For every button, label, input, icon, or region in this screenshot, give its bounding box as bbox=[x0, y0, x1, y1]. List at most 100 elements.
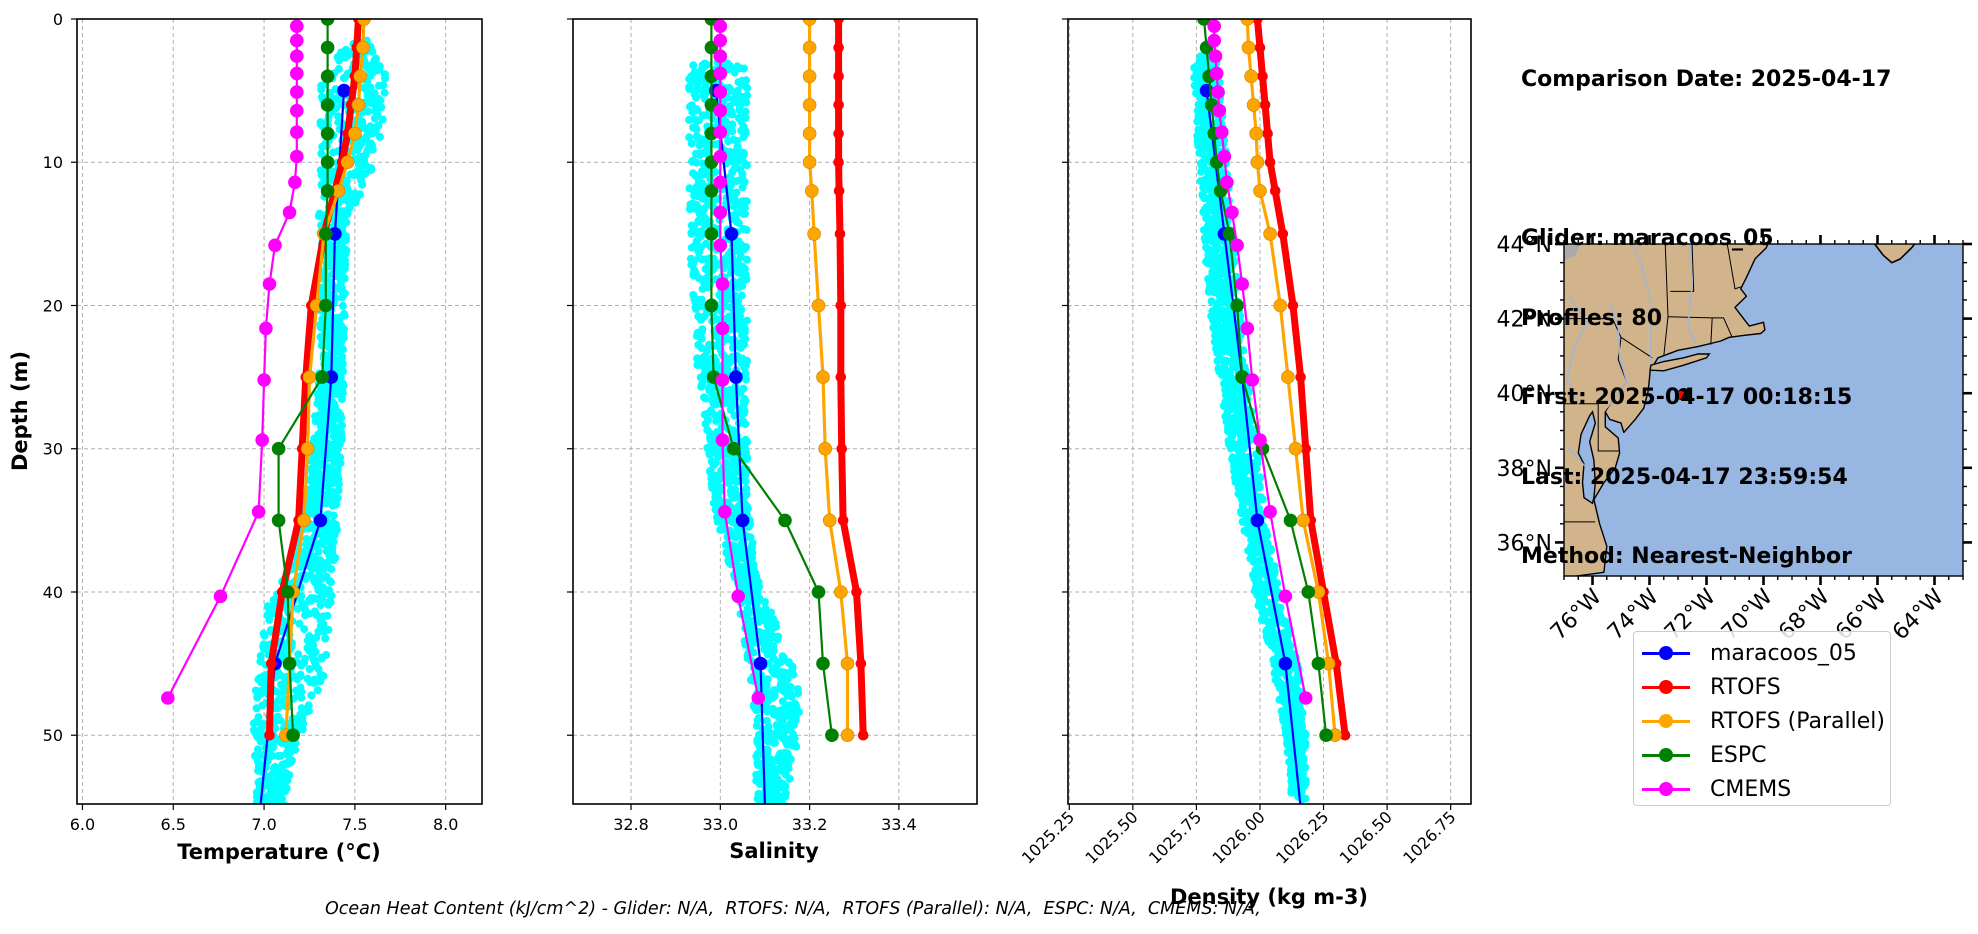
scatter-point bbox=[1258, 495, 1267, 504]
scatter-point bbox=[785, 774, 794, 783]
scatter-point bbox=[316, 118, 325, 127]
scatter-point bbox=[369, 96, 377, 105]
map-y-tick-label: 36°N bbox=[1497, 531, 1552, 556]
scatter-point bbox=[732, 209, 741, 218]
scatter-point bbox=[726, 121, 735, 129]
data-point-glider bbox=[753, 656, 768, 671]
scatter-point bbox=[748, 553, 756, 562]
scatter-point bbox=[720, 117, 729, 126]
scatter-point bbox=[691, 170, 699, 179]
data-point-espc bbox=[726, 441, 741, 456]
data-point-espc bbox=[825, 728, 839, 743]
scatter-point bbox=[773, 660, 782, 669]
scatter-point bbox=[786, 725, 795, 734]
model-location-marker bbox=[1675, 390, 1686, 400]
river bbox=[1632, 244, 1652, 364]
data-point-espc bbox=[704, 40, 719, 55]
data-point-cmems bbox=[713, 103, 728, 118]
scatter-point bbox=[690, 204, 699, 213]
scatter-point bbox=[691, 123, 700, 132]
data-point-cmems bbox=[715, 373, 730, 387]
scatter-point bbox=[314, 468, 323, 477]
scatter-point bbox=[693, 299, 702, 308]
scatter-point bbox=[754, 807, 762, 815]
scatter-point bbox=[274, 770, 283, 779]
scatter-point bbox=[1254, 477, 1263, 486]
data-point-espc bbox=[1319, 728, 1333, 743]
scatter-point bbox=[341, 53, 350, 62]
long-island bbox=[1649, 353, 1711, 372]
data-point-espc bbox=[320, 69, 335, 84]
scatter-point bbox=[728, 396, 737, 405]
scatter-point bbox=[1200, 139, 1209, 148]
scatter-point bbox=[324, 343, 333, 352]
x-tick-label: 1026.25 bbox=[1272, 807, 1332, 867]
scatter-point bbox=[732, 177, 741, 185]
scatter-point bbox=[792, 703, 801, 712]
scatter-point bbox=[282, 784, 291, 793]
data-point-rtofs bbox=[1287, 300, 1299, 311]
scatter-point bbox=[696, 243, 705, 252]
scatter-point bbox=[739, 224, 748, 233]
scatter-point bbox=[337, 395, 346, 403]
series-cmems bbox=[1207, 19, 1313, 705]
scatter-point bbox=[317, 149, 326, 158]
scatter-point bbox=[305, 665, 314, 673]
scatter-point bbox=[346, 170, 355, 179]
data-point-cmems bbox=[1235, 277, 1249, 291]
data-point-rtofs_parallel bbox=[297, 513, 311, 528]
data-point-rtofs_parallel bbox=[351, 98, 366, 112]
scatter-point bbox=[324, 330, 333, 339]
y-tick-label: 20 bbox=[43, 296, 63, 315]
data-point-espc bbox=[1283, 513, 1298, 528]
scatter-point bbox=[259, 629, 268, 638]
scatter-point bbox=[771, 730, 780, 739]
comparison-info: Comparison Date: 2025-04-17 Glider: mara… bbox=[1521, 14, 1891, 597]
data-point-rtofs bbox=[1254, 42, 1266, 53]
data-point-cmems bbox=[289, 19, 304, 34]
data-point-espc bbox=[315, 370, 330, 384]
scatter-point bbox=[267, 807, 275, 815]
scatter-point bbox=[738, 148, 747, 157]
scatter-point bbox=[739, 399, 748, 408]
scatter-point bbox=[787, 719, 796, 728]
scatter-point bbox=[739, 417, 748, 426]
scatter-point bbox=[1259, 594, 1267, 603]
scatter-point bbox=[762, 716, 771, 725]
data-point-cmems bbox=[715, 433, 730, 447]
scatter-point bbox=[735, 313, 743, 322]
data-point-rtofs bbox=[851, 586, 862, 598]
x-tick-label: 1025.25 bbox=[1018, 807, 1078, 867]
glider-name: Glider: maracoos_05 bbox=[1521, 226, 1774, 251]
scatter-point bbox=[321, 634, 330, 643]
x-tick-label: 1025.50 bbox=[1081, 807, 1141, 867]
data-point-cmems bbox=[1208, 49, 1223, 64]
legend-label: CMEMS bbox=[1710, 776, 1792, 802]
scatter-point bbox=[296, 672, 305, 681]
scatter-point bbox=[764, 759, 773, 768]
scatter-point bbox=[694, 233, 703, 242]
scatter-point bbox=[257, 733, 266, 742]
scatter-point bbox=[313, 686, 322, 695]
scatter-point bbox=[738, 183, 747, 192]
data-point-cmems bbox=[715, 321, 730, 336]
scatter-point bbox=[1194, 100, 1203, 109]
data-point-cmems bbox=[1220, 175, 1234, 190]
scatter-point bbox=[701, 274, 710, 283]
scatter-point bbox=[329, 556, 338, 565]
scatter-point bbox=[777, 756, 786, 765]
y-tick-label: 10 bbox=[43, 153, 63, 172]
scatter-point bbox=[699, 216, 708, 225]
scatter-point bbox=[374, 121, 383, 130]
scatter-point bbox=[690, 265, 699, 274]
river bbox=[1566, 295, 1588, 405]
scatter-point bbox=[1215, 271, 1224, 280]
scatter-point bbox=[771, 707, 780, 716]
scatter-point bbox=[297, 661, 306, 670]
scatter-point bbox=[762, 608, 771, 617]
scatter-point bbox=[1296, 772, 1305, 781]
scatter-point bbox=[734, 297, 743, 306]
data-point-rtofs_parallel bbox=[353, 69, 368, 84]
x-tick-label: 32.8 bbox=[613, 815, 649, 834]
scatter-point bbox=[783, 751, 792, 759]
